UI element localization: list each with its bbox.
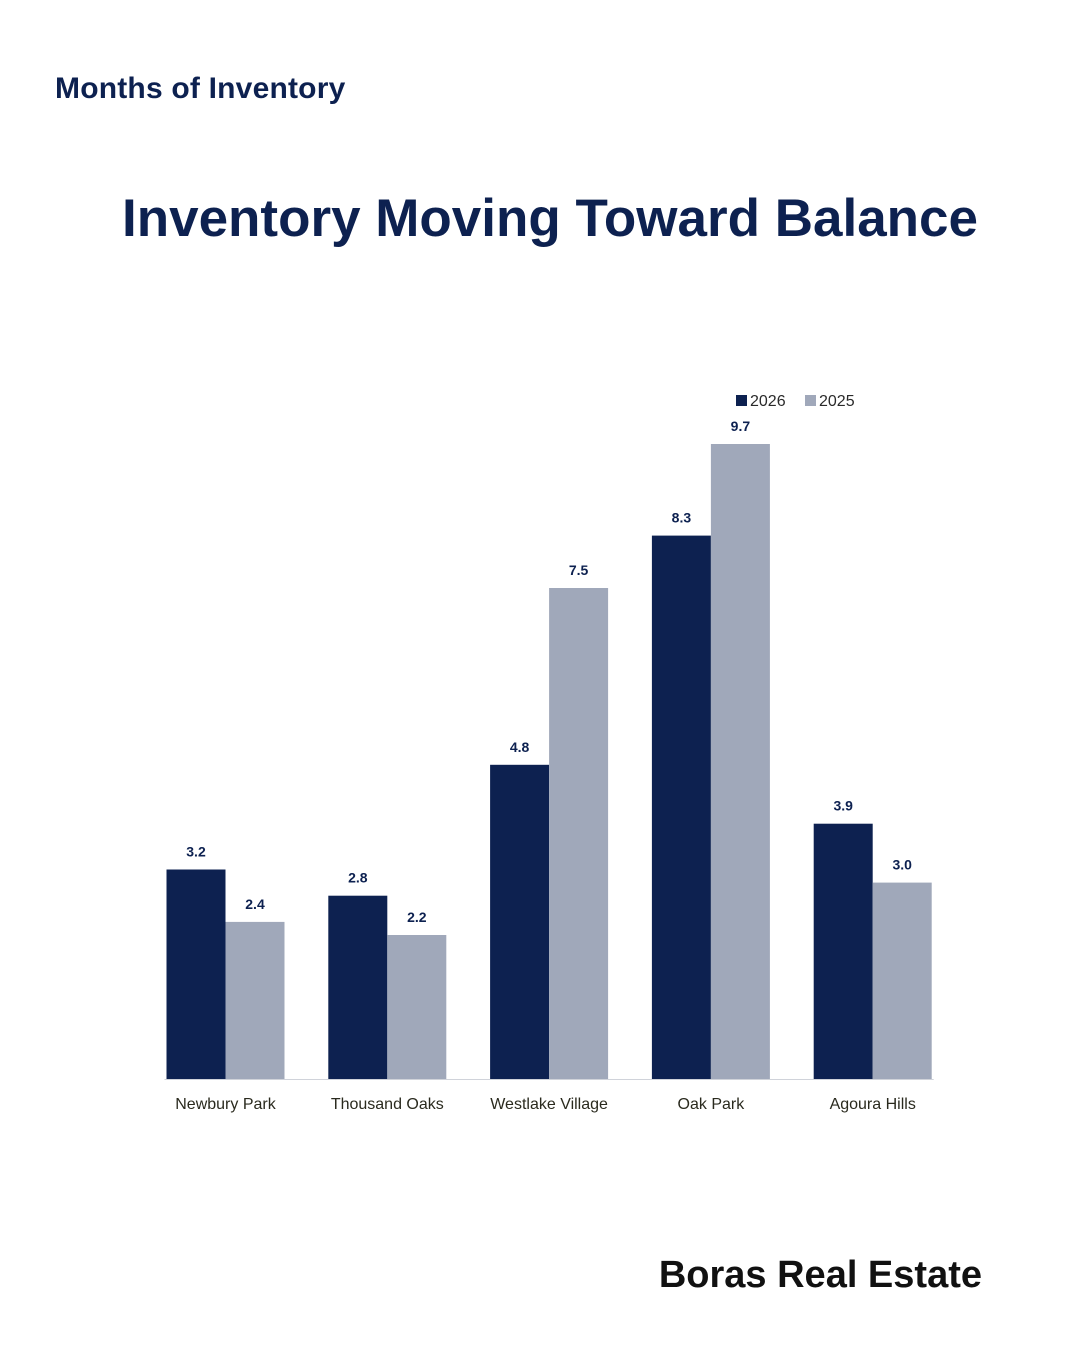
value-label: 7.5 bbox=[569, 562, 589, 578]
category-label: Westlake Village bbox=[490, 1096, 608, 1113]
value-label: 2.4 bbox=[245, 896, 265, 912]
bar-2025-thousand-oaks bbox=[387, 935, 447, 1079]
bar-2026-newbury-park bbox=[166, 869, 226, 1079]
bar-2025-oak-park bbox=[710, 444, 770, 1079]
legend-swatch-2025 bbox=[805, 395, 816, 406]
value-label: 8.3 bbox=[672, 510, 692, 526]
section-label: Months of Inventory bbox=[55, 72, 346, 105]
bar-2026-westlake-village bbox=[490, 764, 550, 1079]
value-label: 4.8 bbox=[510, 739, 530, 755]
value-label: 3.2 bbox=[186, 844, 206, 860]
value-label: 9.7 bbox=[731, 418, 751, 434]
bar-2025-agoura-hills bbox=[872, 882, 932, 1079]
legend: 2026 2025 bbox=[736, 393, 855, 410]
bar-2025-newbury-park bbox=[225, 921, 285, 1079]
chart-headline: Inventory Moving Toward Balance bbox=[122, 189, 978, 248]
legend-swatch-2026 bbox=[736, 395, 747, 406]
brand-name: Boras Real Estate bbox=[658, 1254, 982, 1296]
value-labels-group: 3.2 2.4 2.8 2.2 4.8 7.5 8.3 9.7 3.9 3.0 bbox=[186, 418, 912, 925]
bars-group bbox=[166, 444, 932, 1079]
category-label: Oak Park bbox=[678, 1096, 746, 1113]
value-label: 3.0 bbox=[892, 857, 912, 873]
bar-2026-oak-park bbox=[651, 535, 711, 1079]
bar-2025-westlake-village bbox=[549, 588, 609, 1079]
category-label: Agoura Hills bbox=[830, 1096, 916, 1113]
value-label: 2.8 bbox=[348, 870, 368, 886]
category-label: Thousand Oaks bbox=[331, 1096, 444, 1113]
bar-2026-thousand-oaks bbox=[328, 895, 388, 1079]
category-label: Newbury Park bbox=[175, 1096, 276, 1113]
legend-label-2026: 2026 bbox=[750, 393, 786, 410]
bar-2026-agoura-hills bbox=[813, 823, 873, 1079]
value-label: 2.2 bbox=[407, 909, 427, 925]
category-labels-group: Newbury Park Thousand Oaks Westlake Villag… bbox=[175, 1096, 916, 1113]
value-label: 3.9 bbox=[833, 798, 853, 814]
legend-label-2025: 2025 bbox=[819, 393, 855, 410]
